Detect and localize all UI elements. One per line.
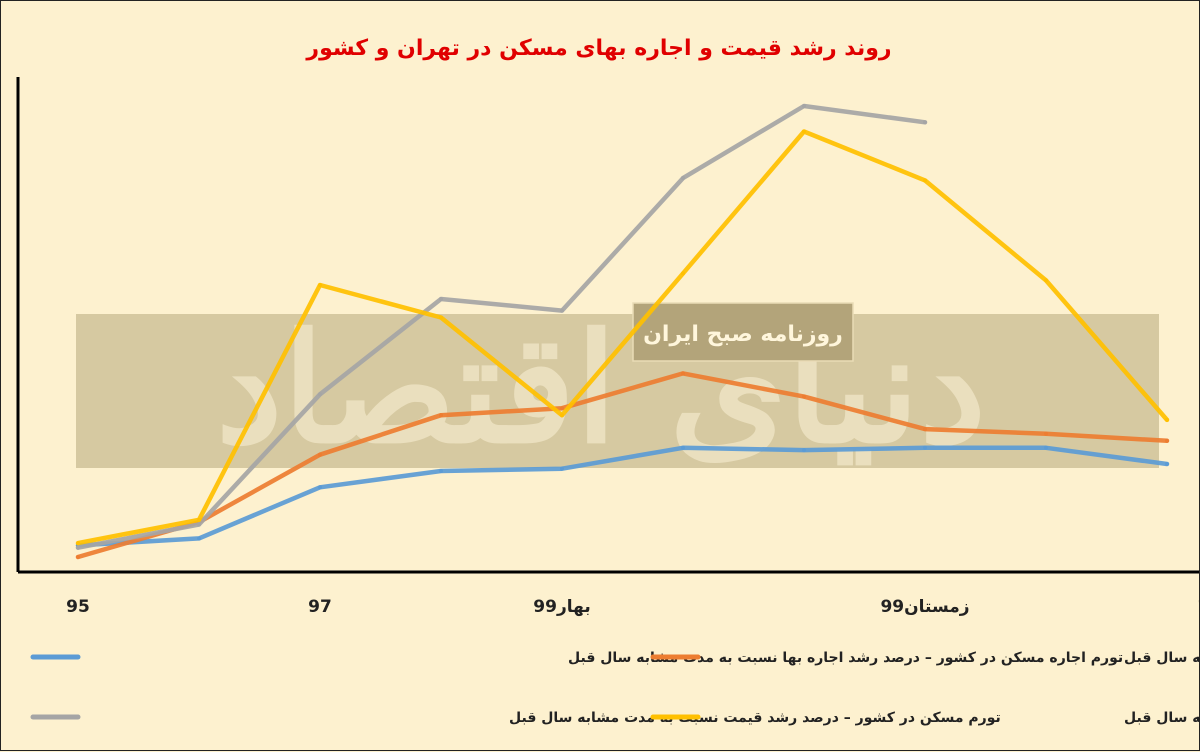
x-tick-label: تابستان1400 [1197, 597, 1200, 617]
data-point [318, 452, 322, 457]
data-point [802, 448, 806, 453]
data-point [1165, 417, 1169, 422]
data-point [197, 536, 201, 541]
series-line-0 [75, 445, 1170, 548]
legend-label: تورم مسکن در کشور – درصد رشد قیمت نسبت ب… [509, 710, 1001, 726]
data-point [923, 178, 927, 183]
watermark-source-box [632, 302, 854, 362]
data-point [1044, 278, 1048, 283]
series-line-1 [75, 371, 1170, 560]
legend-item: تورم مسکن در تهران– درصد رشد قیمت نسبت ب… [650, 710, 1200, 726]
series-line-2 [75, 103, 928, 550]
x-tick-label: بهار99 [533, 597, 590, 617]
data-point [802, 129, 806, 134]
legend-label: تورم مسکن در تهران– درصد رشد قیمت نسبت ب… [1124, 710, 1200, 726]
legend-item: تورم مسکن در کشور – درصد رشد قیمت نسبت ب… [30, 710, 1001, 726]
data-point [681, 176, 685, 181]
data-point [923, 120, 927, 125]
data-point [1165, 438, 1169, 443]
data-point [439, 296, 443, 301]
data-point [76, 541, 80, 546]
x-tick-label: 95 [66, 597, 90, 617]
x-tick-labels: 95 97 بهار99 زمستان99 تابستان1400 [66, 597, 1200, 617]
data-point [439, 469, 443, 473]
data-point [802, 394, 806, 399]
data-point [560, 406, 564, 411]
data-point [923, 445, 927, 450]
data-point [802, 103, 806, 108]
series-line-3 [75, 129, 1170, 546]
data-point [318, 283, 322, 287]
legend: تورم اجاره مسکن در کشور – درصد رشد اجاره… [30, 650, 1200, 726]
data-point [923, 427, 927, 432]
watermark: دنیای اقتصاد روزنامه صبح ایران [76, 301, 1159, 477]
data-point [681, 271, 685, 276]
data-point [560, 466, 564, 471]
data-point [197, 517, 201, 522]
data-point [1165, 462, 1169, 467]
data-point [560, 308, 564, 313]
chart-title: روند رشد قیمت و اجاره بهای مسکن در تهران… [305, 36, 891, 61]
data-point [560, 413, 564, 418]
legend-item: تورم اجاره مسکن در کشور – درصد رشد اجاره… [30, 650, 1123, 666]
data-point [318, 485, 322, 490]
data-point [439, 315, 443, 320]
data-point [197, 522, 201, 527]
x-tick-label: زمستان99 [880, 597, 969, 617]
data-point [1044, 431, 1048, 436]
data-point [681, 371, 685, 376]
x-tick-label: 97 [308, 597, 332, 617]
data-point [76, 545, 80, 550]
series-2 [75, 103, 928, 550]
data-point [76, 555, 80, 560]
watermark-source-text: روزنامه صبح ایران [643, 322, 843, 347]
series-layer [75, 103, 1170, 560]
data-point [1044, 445, 1048, 450]
data-point [439, 413, 443, 418]
data-point [681, 445, 685, 450]
legend-item: تورم اجاره مسکن در تهران– درصد رشد نسبت … [650, 650, 1200, 666]
data-point [318, 392, 322, 397]
legend-label: تورم اجاره مسکن در کشور – درصد رشد اجاره… [568, 650, 1123, 666]
legend-label: تورم اجاره مسکن در تهران– درصد رشد نسبت … [1124, 650, 1200, 666]
series-3 [75, 129, 1170, 546]
